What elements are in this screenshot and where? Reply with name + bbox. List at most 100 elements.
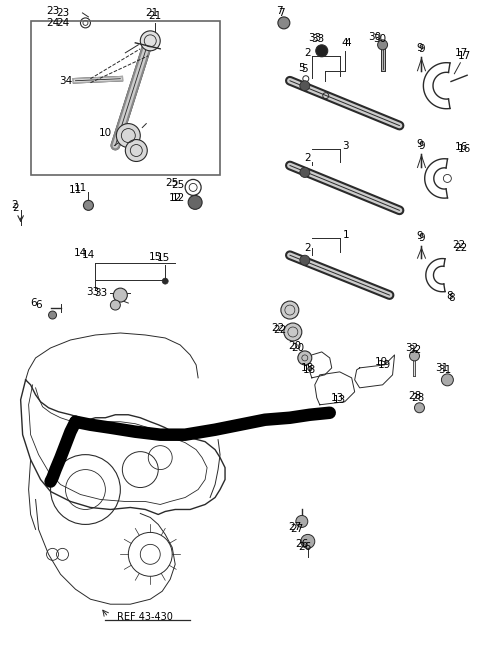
Text: 5: 5 — [299, 63, 305, 73]
Circle shape — [442, 374, 454, 386]
Text: 32: 32 — [408, 345, 421, 355]
Text: 9: 9 — [416, 232, 423, 241]
Circle shape — [300, 81, 310, 91]
Circle shape — [188, 195, 202, 209]
Text: 30: 30 — [373, 34, 386, 44]
Circle shape — [125, 140, 147, 161]
Text: 22: 22 — [453, 240, 466, 250]
Text: 11: 11 — [74, 184, 87, 194]
Text: 23: 23 — [46, 6, 59, 16]
Text: 24: 24 — [46, 18, 59, 28]
Text: 33: 33 — [86, 287, 99, 297]
Text: 4: 4 — [344, 38, 351, 48]
Text: 9: 9 — [418, 140, 425, 150]
Circle shape — [300, 255, 310, 265]
Text: 9: 9 — [416, 138, 423, 148]
Text: 14: 14 — [74, 248, 87, 258]
Text: 20: 20 — [291, 343, 304, 353]
Text: 25: 25 — [171, 180, 185, 190]
Circle shape — [296, 516, 308, 527]
Text: 25: 25 — [166, 178, 179, 188]
Text: 23: 23 — [56, 8, 69, 18]
Text: 14: 14 — [82, 250, 95, 260]
Circle shape — [378, 40, 387, 50]
Text: 26: 26 — [298, 543, 312, 552]
Text: 12: 12 — [171, 194, 185, 203]
Polygon shape — [426, 258, 445, 292]
Text: 15: 15 — [156, 253, 170, 263]
Text: 22: 22 — [271, 323, 285, 333]
Circle shape — [409, 351, 420, 361]
Circle shape — [140, 31, 160, 51]
Text: 11: 11 — [69, 186, 82, 195]
Text: 13: 13 — [331, 393, 344, 403]
Circle shape — [162, 278, 168, 284]
Text: 9: 9 — [418, 44, 425, 54]
Text: 16: 16 — [458, 144, 471, 154]
Text: 2: 2 — [12, 200, 18, 211]
Circle shape — [48, 311, 57, 319]
Circle shape — [281, 301, 299, 319]
Circle shape — [316, 45, 328, 57]
Circle shape — [301, 535, 315, 548]
Polygon shape — [423, 63, 450, 109]
Text: 7: 7 — [278, 8, 285, 18]
Text: 27: 27 — [288, 522, 301, 533]
Circle shape — [298, 351, 312, 365]
Circle shape — [300, 167, 310, 177]
Text: 21: 21 — [149, 11, 162, 21]
Text: 19: 19 — [378, 360, 391, 370]
Text: 2: 2 — [12, 203, 19, 213]
Text: 1: 1 — [342, 230, 349, 240]
Circle shape — [278, 17, 290, 29]
Circle shape — [415, 403, 424, 413]
Circle shape — [284, 323, 302, 341]
Text: 15: 15 — [149, 252, 162, 262]
Text: 33: 33 — [94, 288, 107, 298]
Text: 18: 18 — [301, 363, 314, 373]
Text: 3: 3 — [342, 140, 349, 150]
Text: 30: 30 — [368, 32, 381, 42]
Text: 6: 6 — [35, 300, 42, 310]
Circle shape — [116, 123, 140, 148]
Circle shape — [110, 300, 120, 310]
Text: 28: 28 — [408, 391, 421, 401]
Text: 21: 21 — [145, 8, 159, 18]
Circle shape — [113, 288, 127, 302]
Text: 17: 17 — [455, 48, 468, 58]
Circle shape — [84, 200, 94, 211]
Polygon shape — [425, 159, 447, 198]
Text: 31: 31 — [435, 363, 448, 373]
Text: 22: 22 — [273, 325, 287, 335]
Text: 7: 7 — [276, 6, 283, 16]
Text: 33: 33 — [308, 33, 322, 43]
Text: 32: 32 — [405, 343, 418, 353]
Text: 8: 8 — [448, 293, 455, 303]
Text: 22: 22 — [455, 243, 468, 253]
Text: 28: 28 — [411, 393, 424, 403]
Text: 19: 19 — [375, 357, 388, 367]
Text: 4: 4 — [341, 38, 348, 48]
Text: 16: 16 — [455, 142, 468, 152]
Text: 20: 20 — [288, 341, 301, 351]
Text: 34: 34 — [59, 75, 72, 86]
Text: 5: 5 — [301, 64, 308, 73]
Bar — [31, 21, 220, 175]
Text: 2: 2 — [304, 154, 311, 163]
Text: REF 43-430: REF 43-430 — [117, 612, 173, 622]
Text: 8: 8 — [446, 291, 453, 301]
Text: 17: 17 — [458, 51, 471, 61]
Text: 27: 27 — [290, 524, 303, 535]
Text: 31: 31 — [438, 365, 451, 375]
Text: 9: 9 — [418, 234, 425, 243]
Text: 10: 10 — [99, 127, 112, 138]
Text: 13: 13 — [333, 395, 347, 405]
Text: 33: 33 — [311, 34, 324, 44]
Text: 24: 24 — [56, 18, 69, 28]
Text: 18: 18 — [303, 365, 316, 375]
Text: 12: 12 — [168, 194, 182, 203]
Text: 6: 6 — [30, 298, 37, 308]
Text: 2: 2 — [304, 243, 311, 253]
Text: 9: 9 — [416, 43, 423, 53]
Text: 26: 26 — [295, 539, 309, 549]
